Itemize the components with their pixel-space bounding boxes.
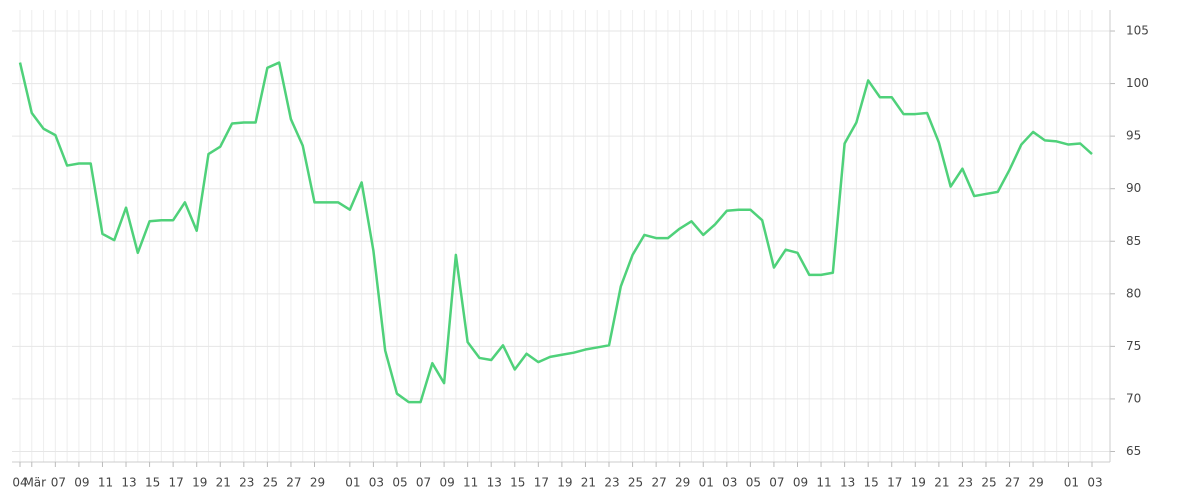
x-tick-label: 05 bbox=[746, 476, 761, 490]
x-tick-label: 25 bbox=[263, 476, 278, 490]
x-tick-label: 01 bbox=[1064, 476, 1079, 490]
y-tick-label: 105 bbox=[1126, 24, 1149, 38]
x-tick-label: 19 bbox=[911, 476, 926, 490]
x-tick-label: 03 bbox=[722, 476, 737, 490]
x-tick-label: 05 bbox=[392, 476, 407, 490]
y-tick-label: 95 bbox=[1126, 129, 1141, 143]
x-tick-label: 21 bbox=[216, 476, 231, 490]
y-tick-label: 70 bbox=[1126, 391, 1141, 405]
x-tick-label: 01 bbox=[345, 476, 360, 490]
x-tick-label: 04 bbox=[12, 476, 27, 490]
x-tick-label: Mär bbox=[23, 476, 46, 490]
x-tick-label: 27 bbox=[1005, 476, 1020, 490]
x-tick-label: 01 bbox=[699, 476, 714, 490]
x-tick-label: 09 bbox=[439, 476, 454, 490]
x-tick-label: 23 bbox=[239, 476, 254, 490]
x-tick-label: 29 bbox=[675, 476, 690, 490]
x-tick-label: 07 bbox=[769, 476, 784, 490]
x-tick-label: 23 bbox=[958, 476, 973, 490]
x-tick-label: 15 bbox=[145, 476, 160, 490]
x-tick-label: 17 bbox=[534, 476, 549, 490]
x-tick-label: 29 bbox=[310, 476, 325, 490]
x-tick-label: 11 bbox=[98, 476, 113, 490]
x-tick-label: 21 bbox=[581, 476, 596, 490]
x-tick-label: 21 bbox=[934, 476, 949, 490]
x-tick-label: 03 bbox=[369, 476, 384, 490]
x-tick-label: 19 bbox=[192, 476, 207, 490]
x-tick-label: 19 bbox=[557, 476, 572, 490]
x-tick-label: 09 bbox=[793, 476, 808, 490]
y-tick-label: 85 bbox=[1126, 234, 1141, 248]
x-tick-label: 17 bbox=[887, 476, 902, 490]
x-tick-label: 27 bbox=[651, 476, 666, 490]
y-tick-label: 75 bbox=[1126, 339, 1141, 353]
x-tick-label: 03 bbox=[1087, 476, 1102, 490]
x-tick-label: 07 bbox=[416, 476, 431, 490]
x-tick-label: 25 bbox=[981, 476, 996, 490]
x-tick-label: 11 bbox=[463, 476, 478, 490]
x-tick-label: 09 bbox=[74, 476, 89, 490]
x-tick-label: 15 bbox=[510, 476, 525, 490]
x-tick-label: 13 bbox=[121, 476, 136, 490]
x-tick-label: 13 bbox=[487, 476, 502, 490]
y-tick-label: 90 bbox=[1126, 181, 1141, 195]
y-tick-label: 80 bbox=[1126, 286, 1141, 300]
x-tick-label: 13 bbox=[840, 476, 855, 490]
x-tick-label: 07 bbox=[51, 476, 66, 490]
x-tick-label: 25 bbox=[628, 476, 643, 490]
x-tick-label: 11 bbox=[816, 476, 831, 490]
y-tick-label: 100 bbox=[1126, 76, 1149, 90]
line-series bbox=[18, 61, 1093, 404]
x-tick-label: 17 bbox=[169, 476, 184, 490]
x-tick-label: 27 bbox=[286, 476, 301, 490]
y-tick-label: 65 bbox=[1126, 444, 1141, 458]
x-tick-label: 29 bbox=[1028, 476, 1043, 490]
x-tick-label: 23 bbox=[604, 476, 619, 490]
x-tick-label: 15 bbox=[864, 476, 879, 490]
